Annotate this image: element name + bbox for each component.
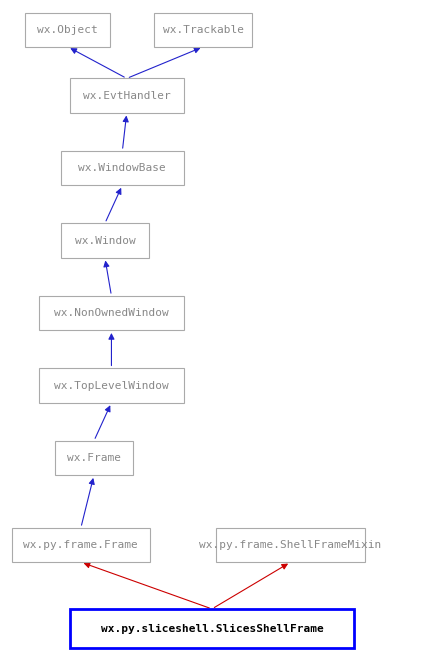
- FancyBboxPatch shape: [61, 151, 184, 185]
- Text: wx.NonOwnedWindow: wx.NonOwnedWindow: [54, 308, 169, 318]
- FancyBboxPatch shape: [154, 13, 253, 47]
- Text: wx.py.frame.Frame: wx.py.frame.Frame: [24, 540, 138, 550]
- Text: wx.py.frame.ShellFrameMixin: wx.py.frame.ShellFrameMixin: [199, 540, 382, 550]
- FancyBboxPatch shape: [70, 78, 184, 113]
- Text: wx.WindowBase: wx.WindowBase: [79, 163, 166, 173]
- FancyBboxPatch shape: [55, 441, 133, 475]
- FancyBboxPatch shape: [25, 13, 110, 47]
- Text: wx.Trackable: wx.Trackable: [163, 24, 244, 35]
- FancyBboxPatch shape: [61, 223, 149, 258]
- Text: wx.TopLevelWindow: wx.TopLevelWindow: [54, 380, 169, 391]
- FancyBboxPatch shape: [39, 368, 184, 403]
- FancyBboxPatch shape: [70, 609, 354, 648]
- FancyBboxPatch shape: [39, 296, 184, 330]
- Text: wx.Object: wx.Object: [37, 24, 98, 35]
- Text: wx.Frame: wx.Frame: [67, 453, 121, 463]
- Text: wx.Window: wx.Window: [74, 235, 135, 246]
- FancyBboxPatch shape: [216, 528, 365, 562]
- FancyBboxPatch shape: [12, 528, 149, 562]
- Text: wx.EvtHandler: wx.EvtHandler: [83, 90, 170, 101]
- Text: wx.py.sliceshell.SlicesShellFrame: wx.py.sliceshell.SlicesShellFrame: [101, 623, 323, 634]
